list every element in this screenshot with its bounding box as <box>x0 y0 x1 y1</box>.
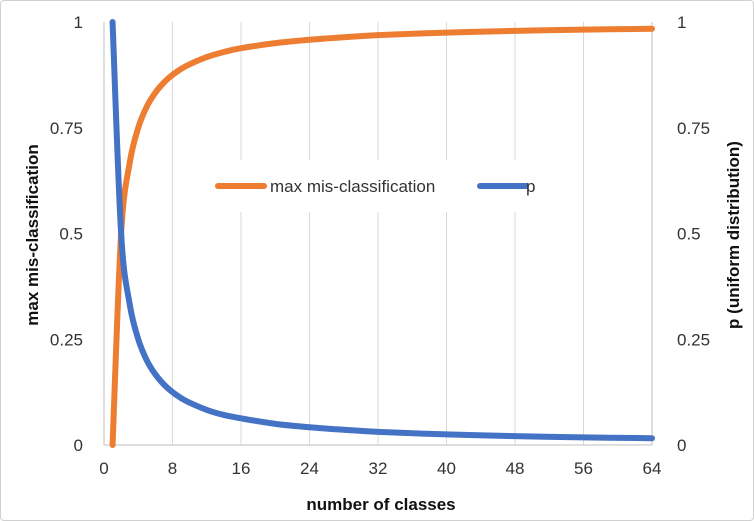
x-tick-label-0: 0 <box>99 459 108 478</box>
y-left-tick-label-1: 1 <box>74 13 83 32</box>
legend: max mis-classification p <box>205 160 540 212</box>
y-left-tick-label-0.25: 0.25 <box>50 330 83 349</box>
y-right-tick-label-0.75: 0.75 <box>677 119 710 138</box>
x-tick-label-8: 8 <box>168 459 177 478</box>
y-right-tick-label-0: 0 <box>677 436 686 455</box>
x-tick-label-24: 24 <box>300 459 319 478</box>
x-tick-label-40: 40 <box>437 459 456 478</box>
gridlines <box>172 22 653 445</box>
x-tick-label-16: 16 <box>232 459 251 478</box>
y-axis-title-left: max mis-classification <box>23 144 42 325</box>
y-right-tick-label-1: 1 <box>677 13 686 32</box>
tick-labels: 0 8 16 24 32 40 48 56 64 0 0.25 0.5 0.75 1 0 0.25 0.5 0.7… <box>50 13 710 478</box>
x-tick-label-48: 48 <box>506 459 525 478</box>
x-tick-label-32: 32 <box>369 459 388 478</box>
series-line-p <box>109 19 655 442</box>
y-left-tick-label-0.75: 0.75 <box>50 119 83 138</box>
legend-label-max-misclassification: max mis-classification <box>270 177 435 196</box>
y-left-tick-label-0: 0 <box>74 436 83 455</box>
x-axis-title: number of classes <box>306 495 455 514</box>
x-tick-label-56: 56 <box>574 459 593 478</box>
axes <box>103 22 653 446</box>
series-line-max-misclassification <box>109 25 655 448</box>
x-tick-label-64: 64 <box>643 459 662 478</box>
legend-label-p: p <box>526 177 535 196</box>
y-axis-title-right: p (uniform distribution) <box>724 141 743 329</box>
y-left-tick-label-0.5: 0.5 <box>59 225 83 244</box>
y-right-tick-label-0.5: 0.5 <box>677 225 701 244</box>
series-lines <box>109 19 655 448</box>
y-right-tick-label-0.25: 0.25 <box>677 330 710 349</box>
